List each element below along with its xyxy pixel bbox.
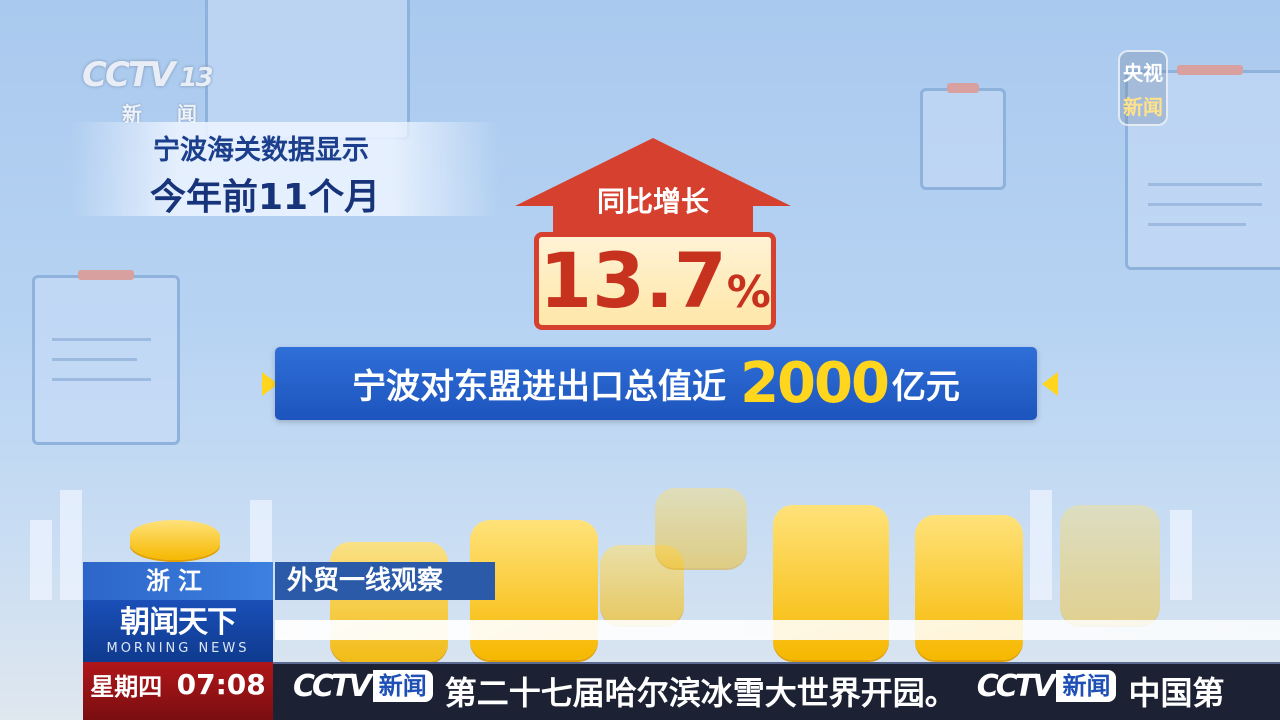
caption-bar: [275, 620, 1280, 640]
decor-document: [205, 0, 410, 140]
clock: 07:08: [176, 667, 266, 701]
headline-band: [70, 166, 500, 216]
decor-coin-stack: [1060, 505, 1160, 625]
ticker-item: 中国第: [1128, 674, 1225, 712]
decor-coin-stack: [130, 520, 220, 560]
triangle-right-icon: [262, 372, 278, 396]
weekday: 星期四: [90, 672, 163, 701]
headline-line2: 今年前11个月: [150, 177, 381, 218]
cctv-news-logo: CCTV 新闻: [293, 668, 433, 704]
decor-document: [920, 83, 1006, 190]
decor-bar: [1030, 490, 1052, 600]
decor-document: [1125, 65, 1280, 270]
topic-tag: 外贸一线观察: [275, 562, 495, 600]
decor-coin-stack: [330, 542, 448, 662]
decor-document: [32, 270, 180, 445]
summary-banner: 宁波对东盟进出口总值近 2000 亿元: [275, 347, 1037, 420]
decor-coin-stack: [655, 488, 747, 568]
decor-coin-stack: [600, 545, 684, 625]
show-logo: 朝闻天下 MORNING NEWS: [83, 600, 273, 662]
cctv-news-logo: CCTV 新闻: [977, 668, 1117, 704]
location-tag: 浙江: [83, 562, 273, 600]
decor-bar: [60, 490, 82, 600]
up-arrow-body: [553, 205, 753, 235]
decor-bar: [30, 520, 52, 600]
growth-value: 13.7%: [534, 232, 776, 330]
growth-label: 同比增长: [596, 185, 709, 218]
ticker-item: 第二十七届哈尔滨冰雪大世界开园。: [444, 674, 957, 712]
cctv13-logo: CCTV 13: [82, 55, 214, 95]
date-time: 星期四 07:08: [83, 662, 273, 720]
news-ticker: CCTV 新闻 第二十七届哈尔滨冰雪大世界开园。 CCTV 新闻 中国第: [273, 662, 1280, 720]
up-arrow-icon: [515, 138, 791, 206]
headline-band: [70, 122, 500, 166]
cctv-news-corner-logo: 央视 新闻: [1118, 50, 1168, 126]
triangle-left-icon: [1042, 372, 1058, 396]
headline-line1: 宁波海关数据显示: [153, 135, 369, 166]
decor-bar: [1170, 510, 1192, 600]
